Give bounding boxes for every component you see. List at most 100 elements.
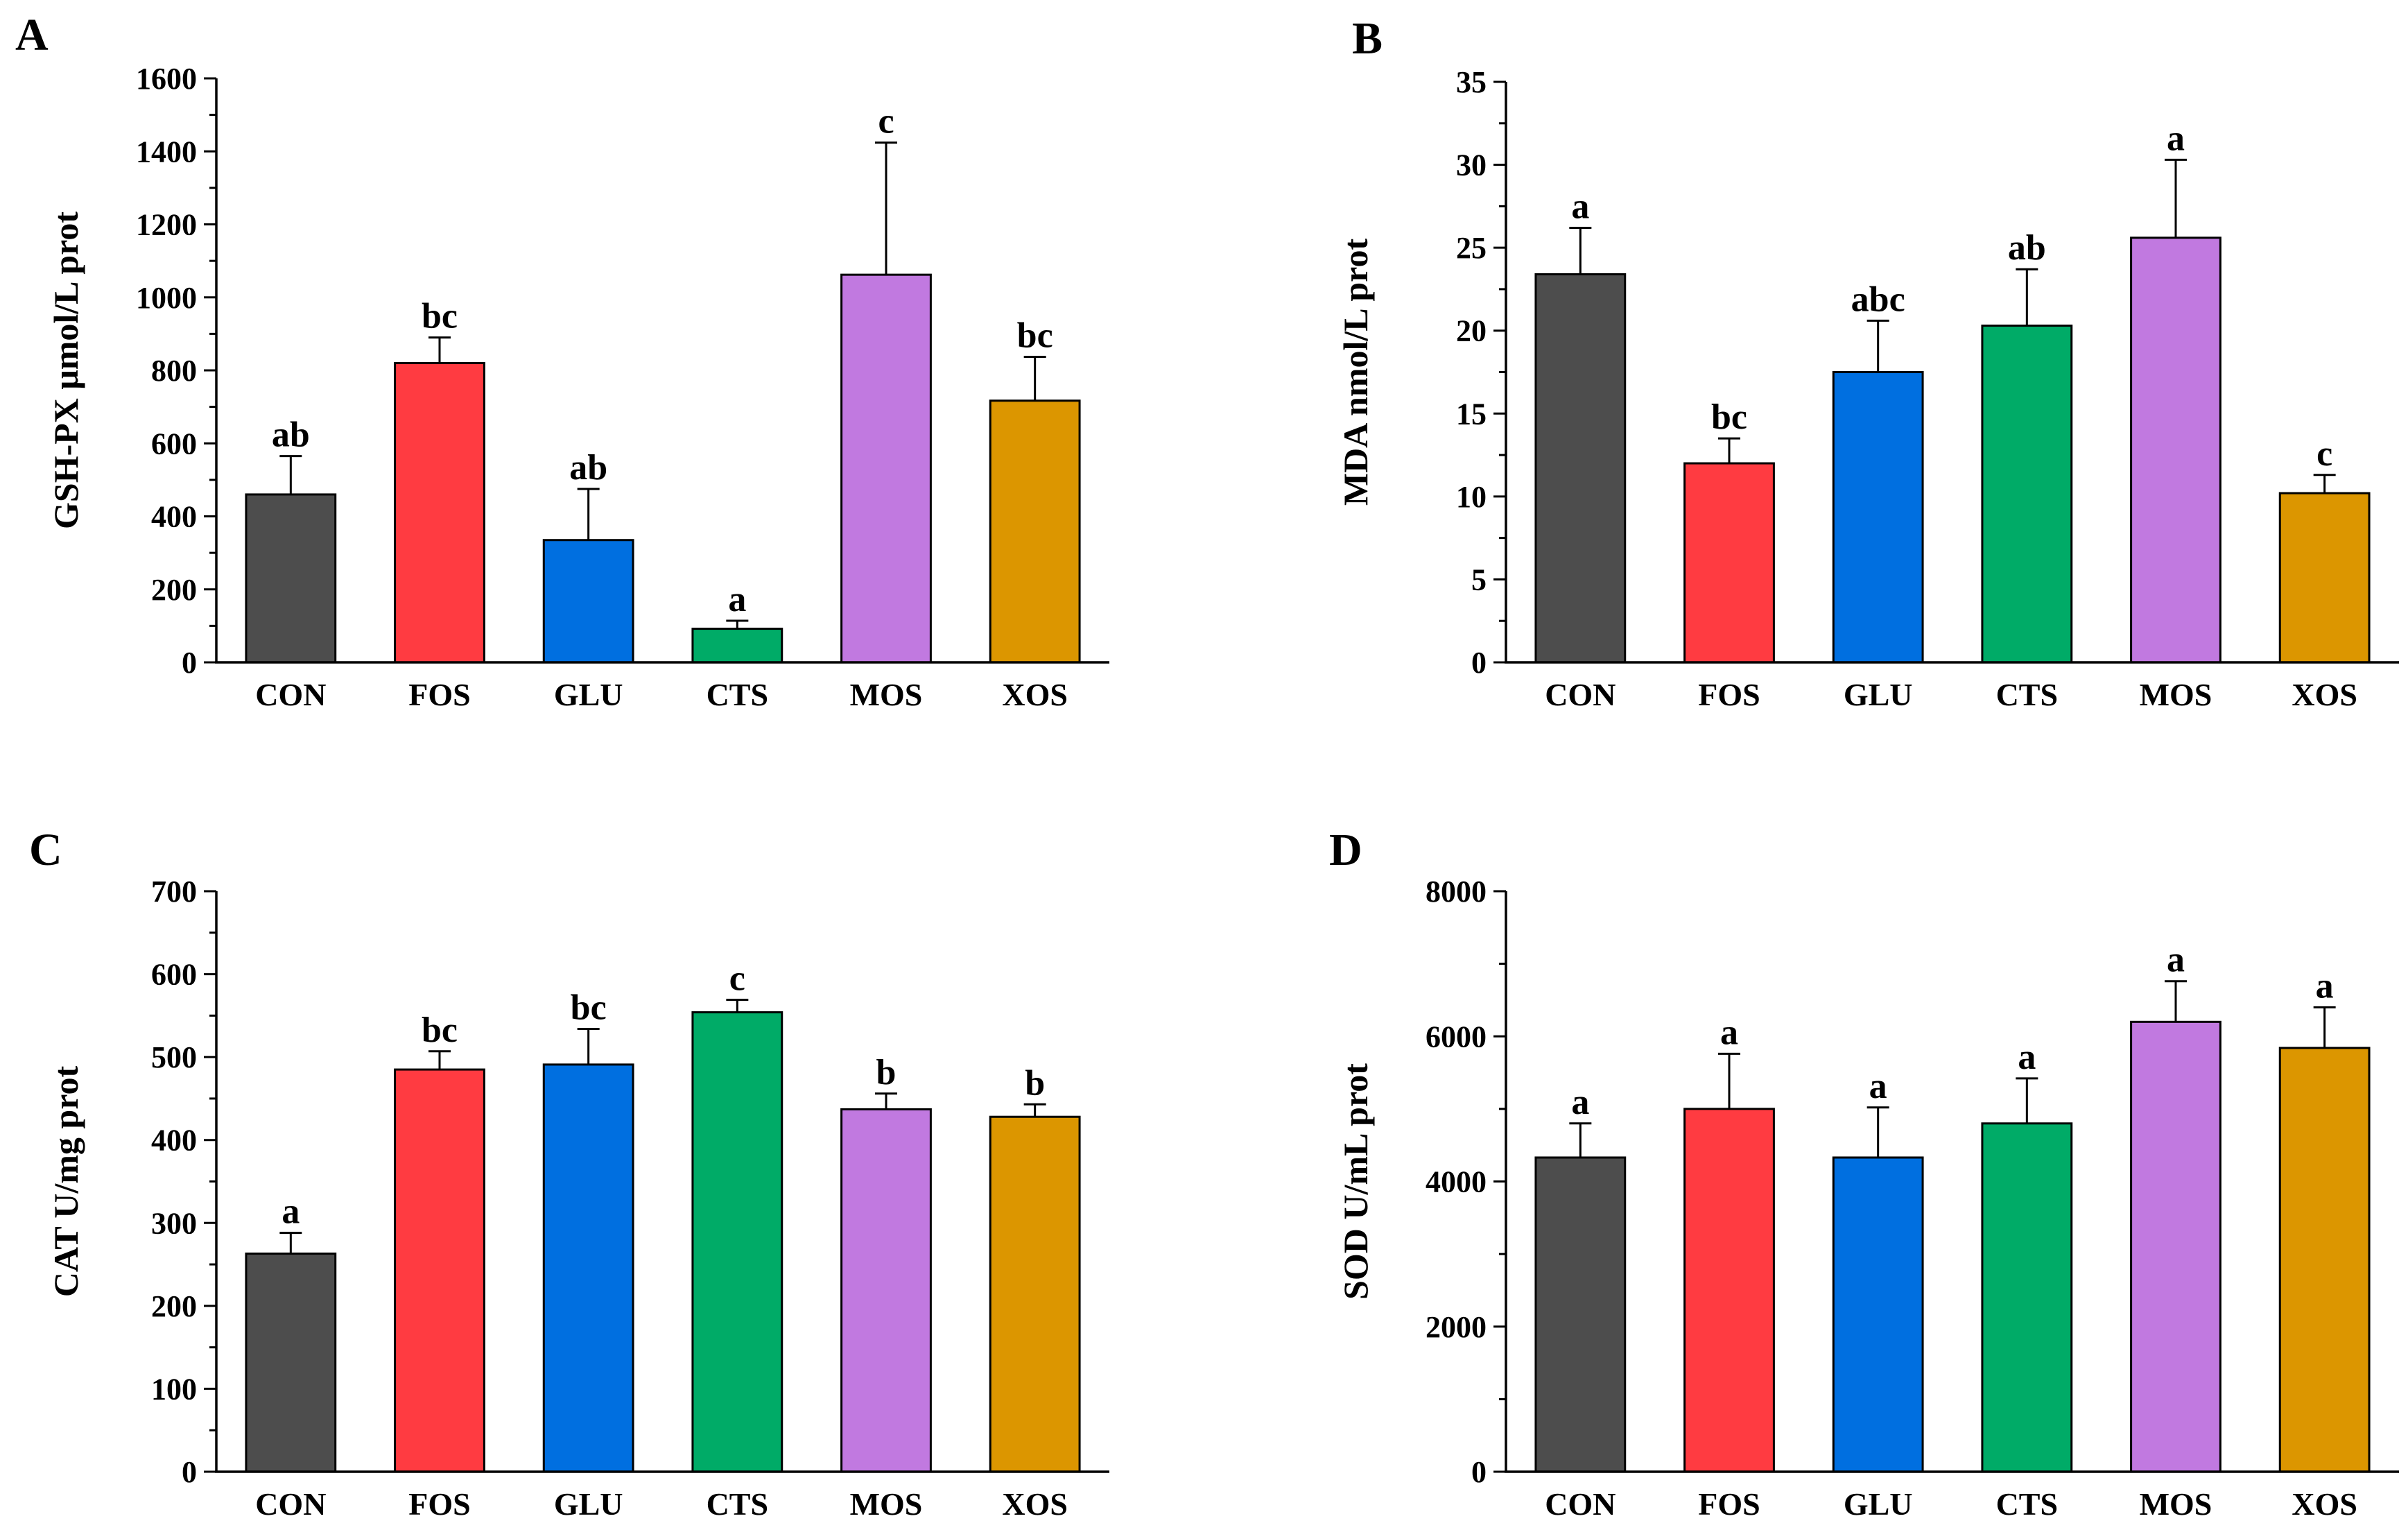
x-tick-label: GLU — [1844, 1486, 1913, 1522]
y-tick-label: 30 — [1456, 148, 1487, 182]
error-bar-mos — [875, 141, 897, 275]
y-tick-label: 0 — [182, 1455, 197, 1489]
bar-fos — [1683, 462, 1775, 664]
error-bar-glu — [577, 1027, 600, 1065]
significance-label: c — [878, 102, 894, 141]
y-tick-label: 10 — [1456, 480, 1487, 514]
panel-c: Ca CON bc FOS bc GLU c CTS b MOS b XOS 0 100 200 300 400… — [29, 825, 1109, 1522]
panel-letter: B — [1352, 13, 1383, 64]
bar-con — [245, 493, 337, 664]
bar-mos — [2130, 237, 2221, 664]
bar-mos — [840, 1108, 932, 1473]
y-axis-title: GSH-PX μmol/L prot — [46, 212, 85, 529]
x-tick-label: CON — [1545, 677, 1616, 712]
bar-cts — [691, 1011, 783, 1473]
significance-label: a — [1720, 1013, 1738, 1052]
panel-letter: A — [15, 10, 49, 60]
error-bar-con — [1569, 1122, 1592, 1158]
significance-label: ab — [569, 448, 607, 488]
bar-glu — [542, 1063, 634, 1473]
y-tick-label: 400 — [151, 1124, 197, 1158]
significance-label: a — [1571, 187, 1589, 226]
significance-label: abc — [1851, 280, 1905, 319]
significance-label: a — [1869, 1067, 1887, 1106]
x-tick-label: GLU — [554, 1486, 623, 1522]
bar-con — [245, 1253, 337, 1473]
y-tick-label: 1400 — [136, 135, 197, 169]
error-bar-cts — [2016, 268, 2038, 326]
error-bar-glu — [1866, 319, 1889, 372]
x-tick-label: MOS — [2140, 677, 2212, 712]
y-tick-label: 300 — [151, 1206, 197, 1240]
y-tick-label: 700 — [151, 875, 197, 909]
bar-xos — [989, 1115, 1081, 1473]
x-tick-label: XOS — [2292, 1486, 2357, 1522]
error-bar-con — [1569, 226, 1592, 275]
y-tick-label: 400 — [151, 500, 197, 534]
significance-label: b — [876, 1053, 896, 1092]
error-bar-xos — [2313, 474, 2336, 494]
x-tick-label: CON — [1545, 1486, 1616, 1522]
y-axis-title: MDA nmol/L prot — [1336, 239, 1375, 506]
significance-label: bc — [422, 1011, 458, 1050]
x-tick-label: FOS — [408, 677, 470, 712]
significance-label: c — [729, 959, 745, 999]
bar-fos — [394, 1068, 485, 1473]
error-bar-glu — [1866, 1106, 1889, 1158]
y-tick-label: 1000 — [136, 281, 197, 315]
significance-label: a — [1571, 1083, 1589, 1122]
significance-label: bc — [1017, 316, 1053, 356]
y-tick-label: 8000 — [1426, 875, 1487, 909]
significance-label: a — [728, 580, 746, 619]
error-bar-mos — [2165, 980, 2187, 1022]
significance-label: bc — [1711, 397, 1747, 437]
error-bar-con — [279, 455, 302, 495]
x-tick-label: XOS — [1002, 677, 1068, 712]
error-bar-xos — [1023, 1103, 1046, 1117]
x-tick-label: FOS — [1698, 677, 1760, 712]
y-tick-label: 25 — [1456, 231, 1487, 265]
bar-con — [1534, 1156, 1627, 1473]
panel-letter: D — [1329, 825, 1362, 875]
x-tick-label: MOS — [850, 1486, 923, 1522]
y-tick-label: 1200 — [136, 208, 197, 242]
significance-label: a — [2167, 119, 2185, 158]
y-axis-title: CAT U/mg prot — [46, 1065, 85, 1297]
y-tick-label: 0 — [182, 646, 197, 680]
y-tick-label: 35 — [1456, 65, 1487, 99]
bar-mos — [840, 273, 932, 664]
panel-d: Da CON a FOS a GLU a CTS a MOS a XOS 0 2000 4000 6000 80… — [1329, 825, 2399, 1522]
y-tick-label: 1600 — [136, 62, 197, 96]
bar-mos — [2130, 1020, 2221, 1473]
error-bar-mos — [875, 1092, 897, 1110]
significance-label: c — [2316, 434, 2332, 474]
error-bar-con — [279, 1232, 302, 1254]
y-tick-label: 15 — [1456, 397, 1487, 431]
panel-letter: C — [29, 825, 62, 875]
y-tick-label: 5 — [1471, 562, 1487, 596]
bar-fos — [394, 361, 485, 664]
x-tick-label: FOS — [1698, 1486, 1760, 1522]
x-tick-label: MOS — [2140, 1486, 2212, 1522]
bar-glu — [542, 539, 634, 664]
bar-cts — [1981, 325, 2073, 664]
bar-glu — [1832, 1156, 1924, 1473]
bar-cts — [691, 628, 783, 664]
bar-xos — [2278, 492, 2371, 664]
bar-glu — [1832, 371, 1924, 664]
x-tick-label: CTS — [707, 1486, 768, 1522]
error-bar-mos — [2165, 158, 2187, 238]
x-tick-label: CTS — [1996, 677, 2058, 712]
x-tick-label: CON — [255, 677, 326, 712]
x-tick-label: GLU — [554, 677, 623, 712]
x-tick-label: XOS — [1002, 1486, 1068, 1522]
error-bar-glu — [577, 488, 600, 540]
bar-fos — [1683, 1108, 1775, 1473]
x-tick-label: XOS — [2292, 677, 2357, 712]
bar-xos — [989, 399, 1081, 664]
error-bar-cts — [2016, 1077, 2038, 1124]
y-tick-label: 600 — [151, 427, 197, 461]
bar-con — [1534, 273, 1627, 664]
significance-label: a — [2167, 940, 2185, 980]
